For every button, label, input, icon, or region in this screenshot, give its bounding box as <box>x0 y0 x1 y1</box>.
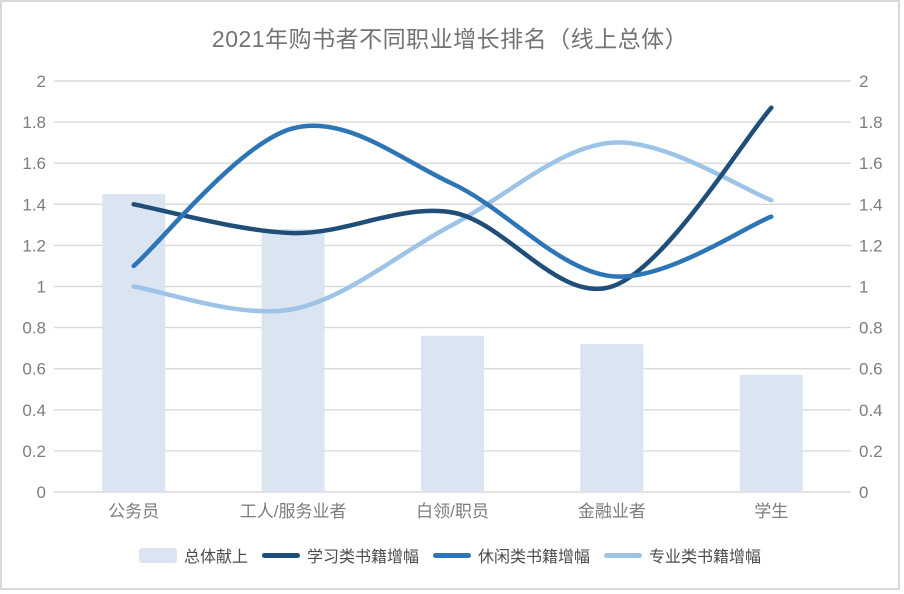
y-axis-tick-label-right: 0.4 <box>859 401 883 420</box>
x-axis-category-label: 工人/服务业者 <box>240 502 347 521</box>
y-axis-tick-label-right: 1.2 <box>859 236 883 255</box>
legend: 总体献上 学习类书籍增幅 休闲类书籍增幅 专业类书籍增幅 <box>2 543 898 567</box>
y-axis-tick-label-right: 1.8 <box>859 113 883 132</box>
chart-title: 2021年购书者不同职业增长排名（线上总体） <box>211 26 689 52</box>
line-series-3 <box>131 140 774 314</box>
legend-line-swatch-3 <box>604 552 643 558</box>
y-axis-tick-label-right: 1 <box>859 278 868 297</box>
x-axis-category-label: 公务员 <box>108 502 159 521</box>
line-series-1 <box>131 105 774 291</box>
y-axis-tick-label-right: 2 <box>859 72 868 91</box>
y-axis-tick-label-left: 1.6 <box>22 154 46 173</box>
y-axis-tick-label-right: 1.6 <box>859 154 883 173</box>
y-axis-tick-label-right: 1.4 <box>859 195 883 214</box>
y-axis-tick-label-left: 1.4 <box>22 195 46 214</box>
y-axis-tick-label-left: 0.2 <box>22 442 46 461</box>
y-axis-tick-label-left: 1.8 <box>22 113 46 132</box>
y-axis-tick-label-left: 1.2 <box>22 236 46 255</box>
x-axis-category-label: 白领/职员 <box>416 502 489 521</box>
bar-4 <box>739 374 803 492</box>
legend-line-swatch-2 <box>433 552 471 558</box>
y-axis-tick-label-right: 0 <box>859 483 868 502</box>
y-axis-tick-label-right: 0.6 <box>859 360 883 379</box>
y-axis-tick-label-right: 0.2 <box>859 442 883 461</box>
bar-0 <box>102 194 166 492</box>
y-axis-tick-label-right: 0.8 <box>859 319 883 338</box>
legend-label-1: 学习类书籍增幅 <box>306 549 419 566</box>
plot-area: 0 0 0.2 0.2 0.4 0.4 0.6 0.6 0.8 0.8 1 1 1.2 1.2 1.4 1.4… <box>22 72 883 521</box>
legend-label-2: 休闲类书籍增幅 <box>478 549 591 566</box>
legend-line-swatch-1 <box>261 552 300 558</box>
bar-3 <box>580 344 644 492</box>
legend-item-1: 学习类书籍增幅 <box>261 543 419 567</box>
legend-label-0: 总体献上 <box>183 549 248 566</box>
legend-label-3: 专业类书籍增幅 <box>649 549 762 566</box>
legend-bar-swatch-0 <box>138 547 177 563</box>
y-axis-tick-label-left: 0 <box>37 483 46 502</box>
legend-item-3: 专业类书籍增幅 <box>604 543 761 567</box>
y-axis-tick-label-left: 0.6 <box>22 360 46 379</box>
x-axis-category-label: 学生 <box>754 502 788 521</box>
legend-item-2: 休闲类书籍增幅 <box>433 543 590 567</box>
y-axis-tick-label-left: 1 <box>37 278 46 297</box>
bar-2 <box>421 335 484 492</box>
line-series-2 <box>131 123 774 279</box>
x-axis-category-label: 金融业者 <box>578 502 646 521</box>
bar-1 <box>261 228 325 492</box>
legend-item-0: 总体献上 <box>138 543 248 567</box>
y-axis-tick-label-left: 2 <box>37 72 46 91</box>
y-axis-tick-label-left: 0.4 <box>22 401 46 420</box>
y-axis-tick-label-left: 0.8 <box>22 319 46 338</box>
